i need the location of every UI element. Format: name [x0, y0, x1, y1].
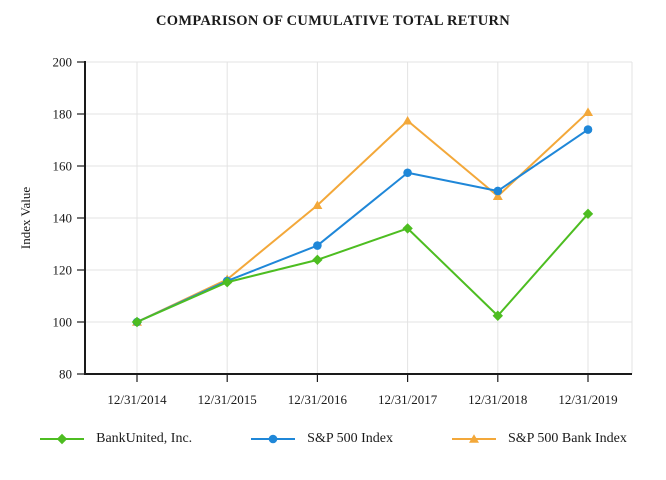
data-point-marker — [402, 115, 413, 125]
x-tick-label: 12/31/2017 — [378, 392, 438, 407]
y-tick-label: 200 — [53, 55, 73, 70]
y-tick-label: 80 — [59, 367, 72, 382]
data-point-marker — [492, 310, 503, 321]
legend-marker-circle — [268, 434, 278, 444]
y-axis-title: Index Value — [18, 187, 33, 249]
data-point-marker — [402, 223, 413, 234]
legend-item-s-p-500-bank-index: S&P 500 Bank Index — [451, 431, 627, 447]
data-point-marker — [312, 254, 323, 266]
diamond-legend-swatch-icon — [40, 433, 85, 445]
chart-title: COMPARISON OF CUMULATIVE TOTAL RETURN — [155, 13, 511, 29]
x-tick-label: 12/31/2019 — [558, 392, 617, 407]
data-point-marker — [222, 277, 233, 288]
legend: BankUnited, Inc. S&P 500 Index S&P 500 Ban… — [0, 431, 666, 447]
y-tick-label: 120 — [53, 263, 73, 278]
y-tick-label: 180 — [53, 107, 73, 122]
series-line-bankunited-inc — [136, 213, 589, 323]
data-point-marker — [131, 316, 143, 328]
triangle-legend-swatch-icon — [451, 434, 496, 443]
data-point-marker — [583, 107, 593, 116]
x-tick-label: 12/31/2015 — [198, 392, 257, 407]
data-point-marker — [312, 200, 323, 210]
legend-label: S&P 500 Bank Index — [507, 431, 627, 446]
data-point-marker — [582, 208, 594, 220]
x-tick-label: 12/31/2014 — [107, 392, 167, 407]
y-tick-label: 100 — [53, 315, 73, 330]
data-point-marker — [492, 191, 503, 200]
y-tick-label: 140 — [53, 211, 73, 226]
x-tick-label: 12/31/2016 — [288, 392, 348, 407]
data-point-marker — [493, 186, 503, 196]
y-tick-label: 160 — [53, 159, 73, 174]
legend-marker-triangle — [468, 434, 479, 443]
data-point-marker — [583, 125, 593, 134]
legend-label: S&P 500 Index — [307, 431, 393, 446]
series-line-s-p-500-bank-index — [136, 111, 589, 323]
legend-marker-diamond — [56, 433, 68, 445]
legend-label: BankUnited, Inc. — [96, 431, 193, 446]
x-tick-label: 12/31/2018 — [468, 392, 527, 407]
legend-item-s-p-500-index: S&P 500 Index — [250, 431, 393, 447]
data-point-marker — [313, 241, 322, 250]
data-point-marker — [403, 168, 412, 178]
legend-item-bankunited-inc: BankUnited, Inc. — [39, 431, 192, 447]
circle-legend-swatch-icon — [251, 434, 296, 444]
